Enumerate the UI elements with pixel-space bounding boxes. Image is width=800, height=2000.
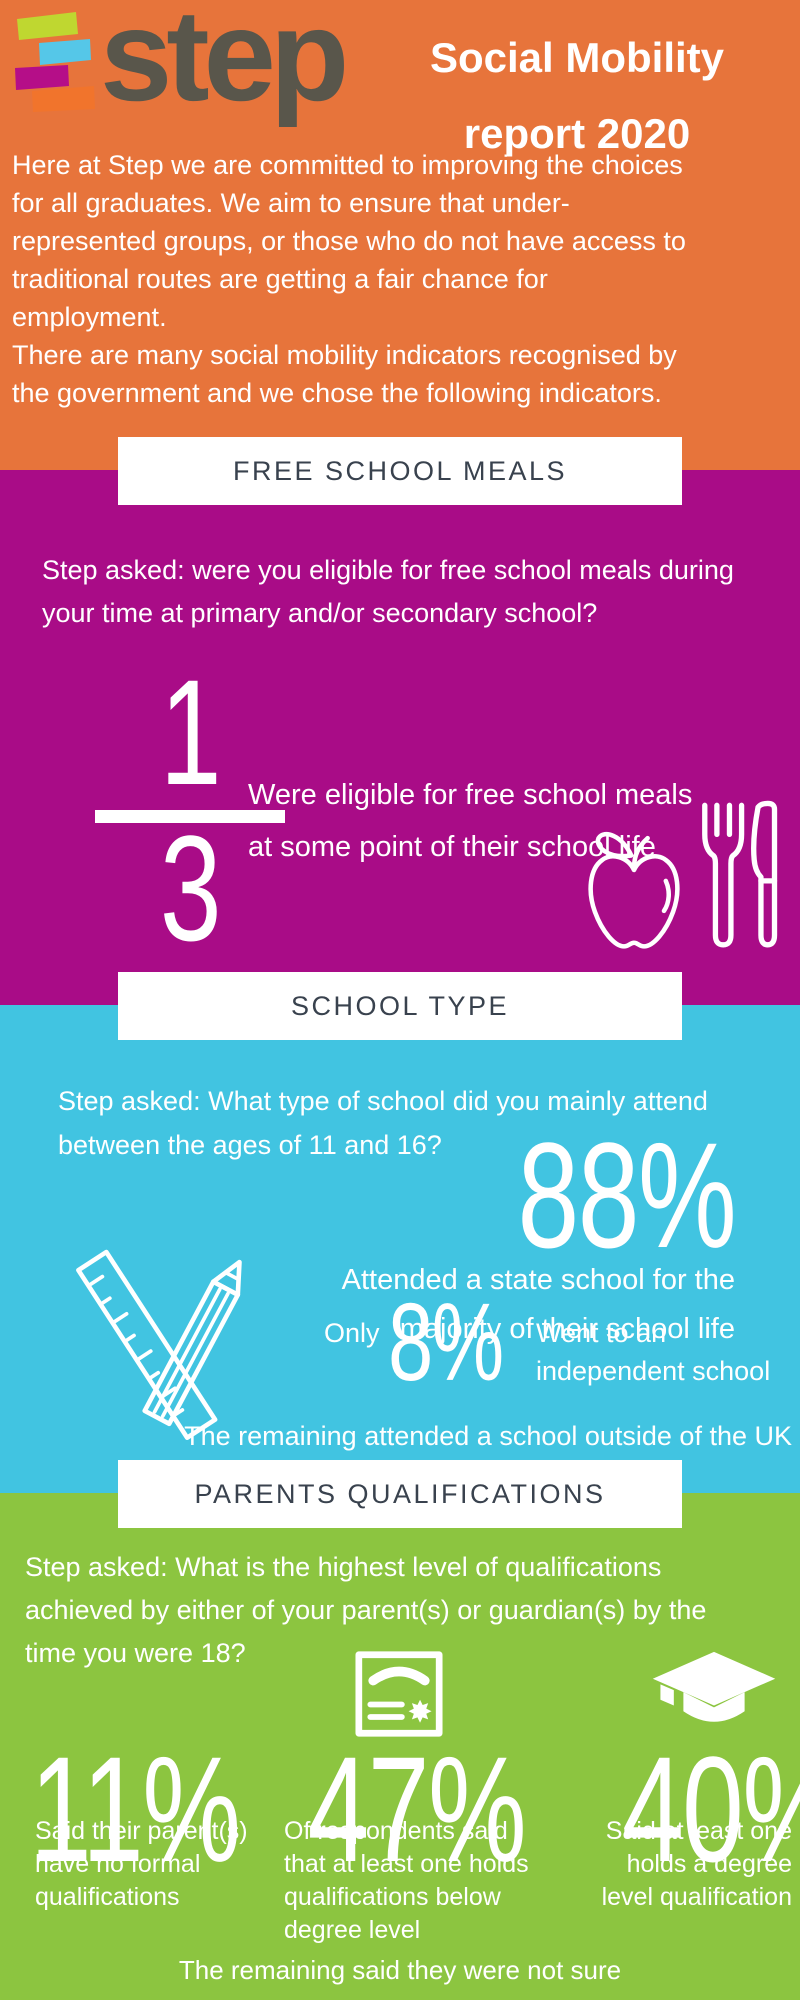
step-staircase-logo [15, 12, 95, 112]
apple-icon [588, 831, 680, 949]
banner-parents-qualifications: PARENTS QUALIFICATIONS [118, 1460, 682, 1528]
parents-qualifications-footnote: The remaining said they were not sure [178, 1955, 622, 1985]
parents-qualifications-section [0, 1493, 800, 2000]
header-section: step Social Mobility report 2020 Here at… [0, 0, 800, 470]
step-logo-text: step [100, 0, 349, 128]
report-title: Social Mobility report 2020 [429, 34, 725, 157]
banner-label: SCHOOL TYPE [290, 990, 510, 1021]
certificate-icon [355, 1651, 443, 1737]
ruler-and-pencil-icon [76, 1249, 242, 1441]
free-school-meals-section [0, 470, 800, 1005]
fraction-bar [95, 810, 285, 823]
banner-free-school-meals: FREE SCHOOL MEALS [118, 437, 682, 505]
free-school-meals-caption: Were eligible for free school meals at s… [248, 779, 693, 863]
intro-text: Here at Step we are committed to improvi… [12, 146, 794, 412]
stat-40-caption: Said at least one holds a degree level q… [601, 1817, 792, 1911]
only-label: Only [324, 1318, 380, 1348]
stat-8-caption: Went to an independent school [536, 1318, 771, 1386]
parents-qualifications-question: Step asked: What is the highest level of… [25, 1552, 707, 1668]
stat-88-percent: 88% [517, 1111, 736, 1279]
intro-paragraph-2: There are many social mobility indicator… [12, 340, 677, 408]
banner-label: PARENTS QUALIFICATIONS [194, 1478, 606, 1509]
stat-11-caption: Said their parent(s) have no formal qual… [35, 1817, 248, 1911]
fork-and-knife-icon [702, 800, 778, 948]
graduation-cap-icon [652, 1651, 776, 1722]
stat-47-percent: 47% [307, 1725, 527, 1893]
free-school-meals-question: Step asked: were you eligible for free s… [42, 555, 734, 628]
banner-label: FREE SCHOOL MEALS [232, 455, 568, 486]
intro-paragraph-1: Here at Step we are committed to improvi… [12, 150, 686, 332]
stat-40-percent: 40% [621, 1725, 800, 1893]
fraction-denominator: 3 [159, 804, 222, 972]
stat-88-caption: Attended a state school for the majority… [341, 1264, 735, 1345]
banner-school-type: SCHOOL TYPE [118, 972, 682, 1040]
stat-47-caption: Of respondents said that at least one ho… [284, 1817, 529, 1944]
school-type-footnote: The remaining attended a school outside … [184, 1421, 792, 1451]
stat-8-percent: 8% [388, 1281, 504, 1404]
fraction-numerator: 1 [159, 648, 222, 816]
school-type-question: Step asked: What type of school did you … [58, 1086, 708, 1160]
school-type-section [0, 1005, 800, 1493]
